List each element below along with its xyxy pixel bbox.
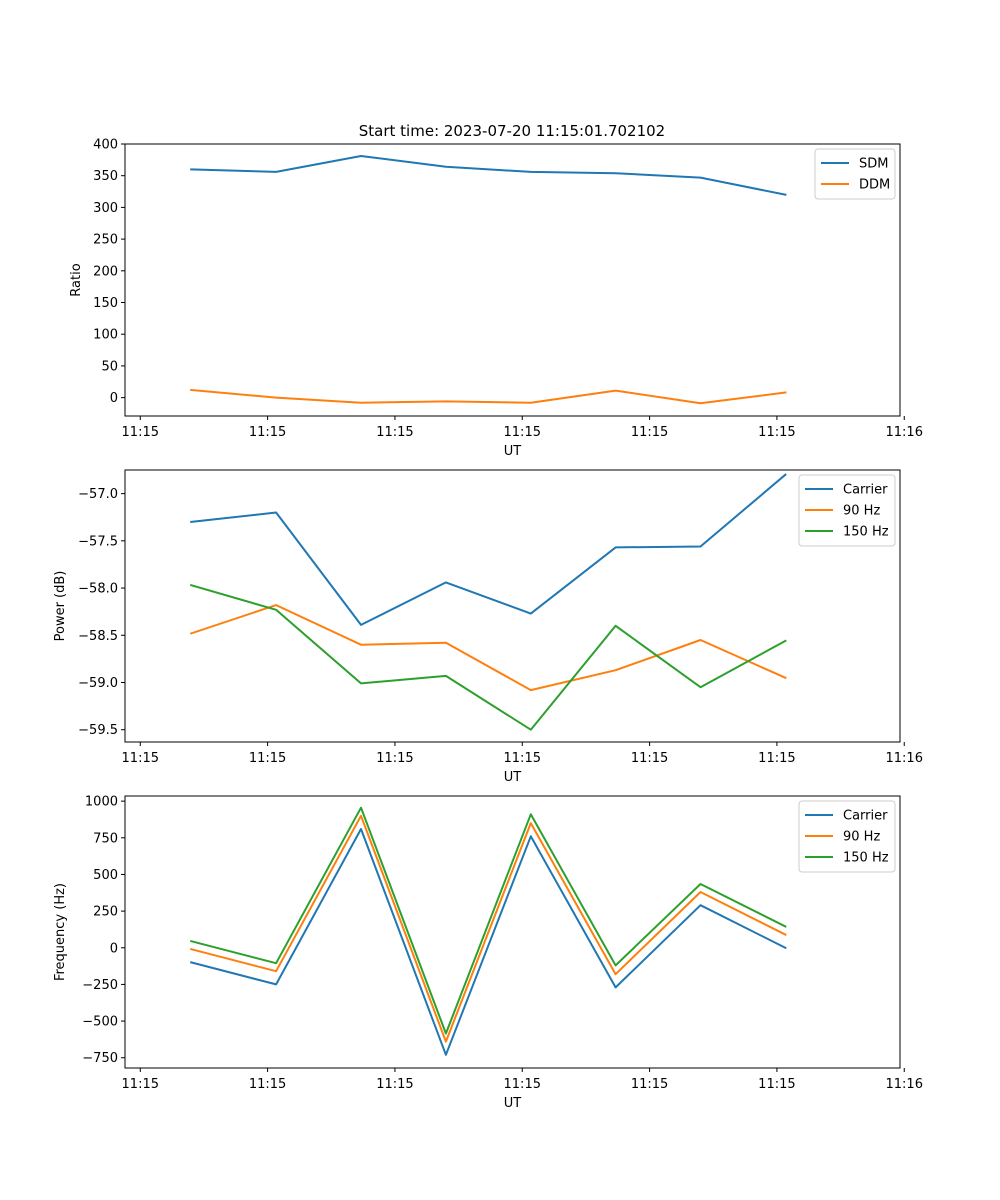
x-tick-label: 11:15 xyxy=(631,425,668,440)
y-tick-label: −57.5 xyxy=(78,534,118,549)
y-tick-label: 750 xyxy=(93,831,118,846)
y-tick-label: −59.0 xyxy=(78,676,118,691)
y-tick-label: 50 xyxy=(101,359,118,374)
axes-frame xyxy=(124,143,901,417)
legend-label-carrier: Carrier xyxy=(843,483,888,498)
y-tick-label: 0 xyxy=(110,941,118,956)
series-line-carrier xyxy=(189,828,787,1056)
x-tick-label: 11:15 xyxy=(504,425,541,440)
x-axis-label: UT xyxy=(504,770,522,785)
legend: Carrier 90 Hz 150 Hz xyxy=(798,474,896,547)
legend-label-ddm: DDM xyxy=(859,178,890,193)
y-tick-label: −58.5 xyxy=(78,629,118,644)
x-axis-label: UT xyxy=(504,444,522,459)
legend-label-90-hz: 90 Hz xyxy=(843,830,880,845)
x-tick-label: 11:15 xyxy=(249,425,286,440)
legend-label-carrier: Carrier xyxy=(843,809,888,824)
y-tick-label: 350 xyxy=(93,169,118,184)
series-line-carrier xyxy=(190,473,787,626)
series-line-150-hz xyxy=(189,583,787,731)
y-tick-label: 100 xyxy=(93,328,118,343)
legend: Carrier 90 Hz 150 Hz xyxy=(798,800,896,873)
y-tick-label: −750 xyxy=(82,1051,118,1066)
x-tick-label: 11:15 xyxy=(122,1077,159,1092)
legend-frame xyxy=(814,148,896,200)
series-line-150-hz xyxy=(189,806,787,1035)
axes-1: 11:15 11:15 11:15 11:15 11:15 11:15 11:16 0 50 10… xyxy=(69,138,923,460)
axes-3: 11:15 11:15 11:15 11:15 11:15 11:15 11:16 −750 −… xyxy=(53,795,923,1111)
legend-label-150-hz: 150 Hz xyxy=(843,525,889,540)
x-tick-label: 11:16 xyxy=(886,751,923,766)
legend-label-sdm: SDM xyxy=(859,157,888,172)
x-tick-label: 11:16 xyxy=(886,425,923,440)
x-tick-label: 11:15 xyxy=(122,425,159,440)
x-tick-label: 11:16 xyxy=(886,1077,923,1092)
y-tick-label: −500 xyxy=(82,1015,118,1030)
y-tick-label: −57.0 xyxy=(78,487,118,502)
x-axis-label: UT xyxy=(504,1096,522,1111)
y-tick-label: 500 xyxy=(93,868,118,883)
y-tick-label: −58.0 xyxy=(78,582,118,597)
y-tick-label: −59.5 xyxy=(78,723,118,738)
x-tick-label: 11:15 xyxy=(122,751,159,766)
y-tick-label: 250 xyxy=(93,905,118,920)
legend-label-150-hz: 150 Hz xyxy=(843,851,889,866)
y-axis-label: Ratio xyxy=(69,263,84,296)
y-tick-label: 400 xyxy=(93,138,118,153)
x-tick-label: 11:15 xyxy=(376,425,413,440)
axes-frame xyxy=(124,795,901,1069)
y-tick-label: 1000 xyxy=(85,795,118,810)
x-tick-label: 11:15 xyxy=(758,425,795,440)
legend-frame xyxy=(798,800,896,873)
y-axis-label: Power (dB) xyxy=(53,571,68,642)
axes-2: 11:15 11:15 11:15 11:15 11:15 11:15 11:16 −59.5… xyxy=(53,469,923,785)
series-line-sdm xyxy=(190,155,787,196)
legend-frame xyxy=(798,474,896,547)
x-tick-label: 11:15 xyxy=(631,1077,668,1092)
x-tick-label: 11:15 xyxy=(504,1077,541,1092)
series-line-90-hz xyxy=(189,814,787,1043)
legend: SDM DDM xyxy=(814,148,896,200)
x-tick-label: 11:15 xyxy=(376,1077,413,1092)
x-tick-label: 11:15 xyxy=(758,1077,795,1092)
figure-title: Start time: 2023-07-20 11:15:01.702102 xyxy=(359,122,665,140)
y-tick-label: 200 xyxy=(93,264,118,279)
axes-frame xyxy=(124,469,901,743)
x-tick-label: 11:15 xyxy=(249,751,286,766)
x-tick-label: 11:15 xyxy=(758,751,795,766)
y-tick-label: 250 xyxy=(93,233,118,248)
y-axis-label: Frequency (Hz) xyxy=(53,883,68,981)
y-tick-label: 150 xyxy=(93,296,118,311)
y-tick-label: 300 xyxy=(93,201,118,216)
legend-label-90-hz: 90 Hz xyxy=(843,504,880,519)
x-tick-label: 11:15 xyxy=(504,751,541,766)
y-tick-label: 0 xyxy=(110,391,118,406)
x-tick-label: 11:15 xyxy=(249,1077,286,1092)
y-tick-label: −250 xyxy=(82,978,118,993)
series-line-ddm xyxy=(190,388,787,405)
series-line-90-hz xyxy=(189,604,787,692)
x-tick-label: 11:15 xyxy=(376,751,413,766)
x-tick-label: 11:15 xyxy=(631,751,668,766)
